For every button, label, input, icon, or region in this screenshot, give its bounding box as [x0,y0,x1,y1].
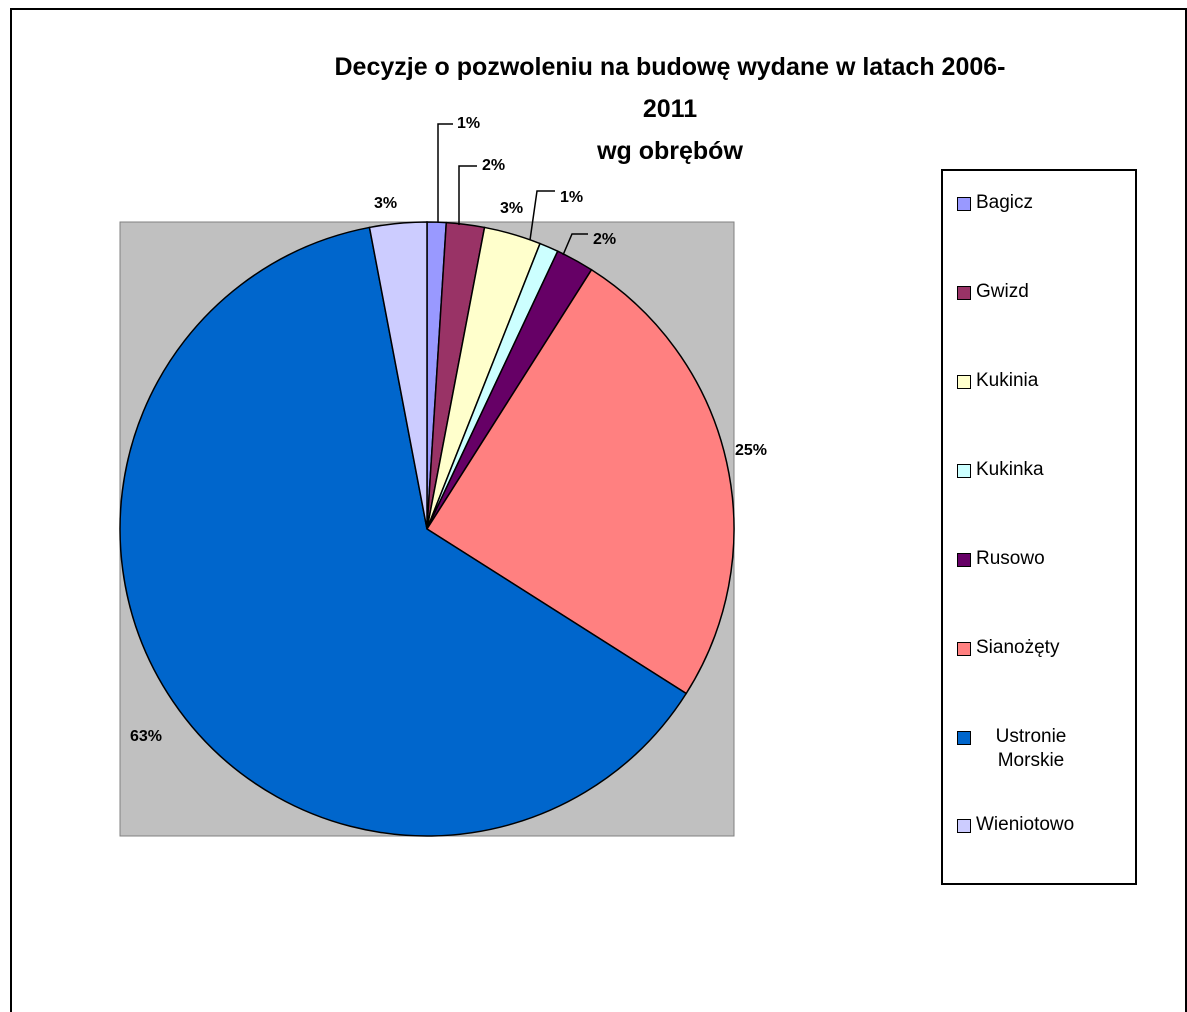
legend-swatch [957,819,971,833]
legend-item-rusowo: Rusowo [957,547,1086,571]
data-label-wieniotowo: 3% [374,195,397,212]
legend-swatch [957,642,971,656]
data-label-ustronie-morskie: 63% [130,728,162,745]
chart-title: Decyzje o pozwoleniu na budowę wydane w … [330,46,1010,172]
legend-label: Rusowo [976,548,1045,569]
legend-item-bagicz: Bagicz [957,191,1086,215]
legend-label: Sianożęty [976,637,1060,658]
pie-slice-sianoz-e-ty [425,268,735,695]
leader-line-bagicz [437,123,453,222]
legend-label: Wieniotowo [976,814,1075,835]
legend-swatch [957,286,971,300]
legend-label: Bagicz [976,192,1034,213]
pie-slice-ustronie-morskie [119,226,688,837]
legend-swatch [957,197,971,211]
legend-swatch [957,375,971,389]
legend-item-kukinka: Kukinka [957,458,1086,482]
legend-swatch [957,731,971,745]
legend-label: Gwizd [976,281,1029,302]
legend-label: Kukinia [976,370,1039,391]
data-label-kukinka: 1% [560,189,583,206]
leader-line-kukinka [529,190,555,241]
legend: Bagicz Gwizd Kukinia Kukinka Rusowo Sianożęty… [941,169,1137,885]
leader-line-gwizd [458,165,477,225]
legend-item-gwizd: Gwizd [957,280,1086,304]
data-label-gwizd: 2% [482,157,505,174]
legend-swatch [957,553,971,567]
legend-label: Kukinka [976,459,1044,480]
data-label-kukinia: 3% [500,200,523,217]
data-label-rusowo: 2% [593,231,616,248]
leader-line-rusowo [562,233,588,256]
legend-label: Ustronie Morskie [995,726,1067,771]
legend-item-kukinia: Kukinia [957,369,1086,393]
legend-swatch [957,464,971,478]
data-label-bagicz: 1% [457,115,480,132]
chart-frame [10,8,1187,1012]
chart-title-line-1: Decyzje o pozwoleniu na budowę wydane w … [334,53,1006,123]
legend-item-sianoz-e-ty: Sianożęty [957,636,1086,660]
legend-item-wieniotowo: Wieniotowo [957,813,1086,837]
pie-slice-wieniotowo [368,221,428,530]
legend-item-ustronie-morskie: Ustronie Morskie [957,725,1086,773]
data-label-sianoz-e-ty: 25% [735,442,767,459]
chart-title-line-2: wg obrębów [597,137,743,165]
